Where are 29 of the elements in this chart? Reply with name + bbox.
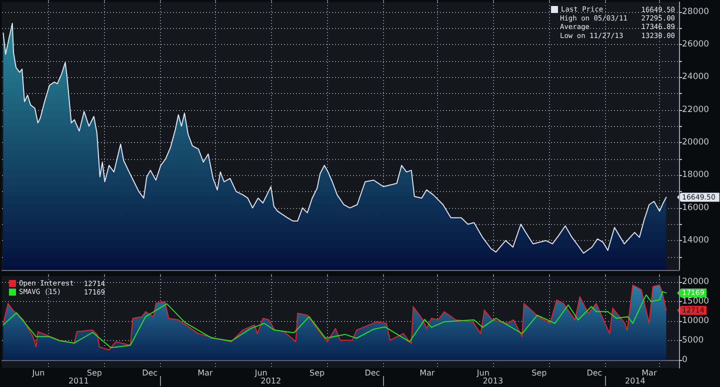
- x-tick-label: Mar: [420, 368, 436, 378]
- x-tick-label: Dec: [586, 368, 602, 378]
- x-tick-label: Sep: [86, 368, 102, 378]
- y-tick-label: 10000: [682, 316, 710, 326]
- x2-tick-label: 2013: [482, 376, 504, 386]
- y-tick-label: 24000: [682, 72, 710, 82]
- y-tick-label: 22000: [682, 104, 710, 115]
- x-tick-label: Jun: [476, 368, 490, 378]
- x-tick-label: Jun: [31, 368, 45, 378]
- y-tick-label: 15000: [682, 296, 710, 306]
- x-tick-label: Jun: [254, 368, 268, 378]
- x-tick-label: Sep: [310, 368, 325, 378]
- y-tick-label: 20000: [682, 138, 710, 148]
- y-tick-label: 0: [682, 355, 688, 366]
- y-tick-label: 20000: [682, 276, 710, 287]
- x2-tick-label: 2011: [68, 376, 89, 386]
- x-tick-label: Dec: [364, 368, 380, 378]
- x-tick-label: Mar: [642, 368, 658, 378]
- x-tick-label: Mar: [198, 368, 214, 378]
- x2-tick-label: 2012: [260, 376, 282, 386]
- x2-tick-label: 2014: [625, 376, 646, 386]
- y-tick-label: 26000: [682, 39, 710, 50]
- y-tick-label: 28000: [682, 6, 710, 17]
- x-tick-label: Sep: [532, 368, 547, 378]
- y-tick-label: 18000: [682, 170, 710, 180]
- y-tick-label: 5000: [682, 336, 704, 346]
- y-tick-label: 16000: [682, 202, 710, 213]
- x-tick-label: Dec: [142, 368, 158, 378]
- y-tick-label: 14000: [682, 236, 710, 246]
